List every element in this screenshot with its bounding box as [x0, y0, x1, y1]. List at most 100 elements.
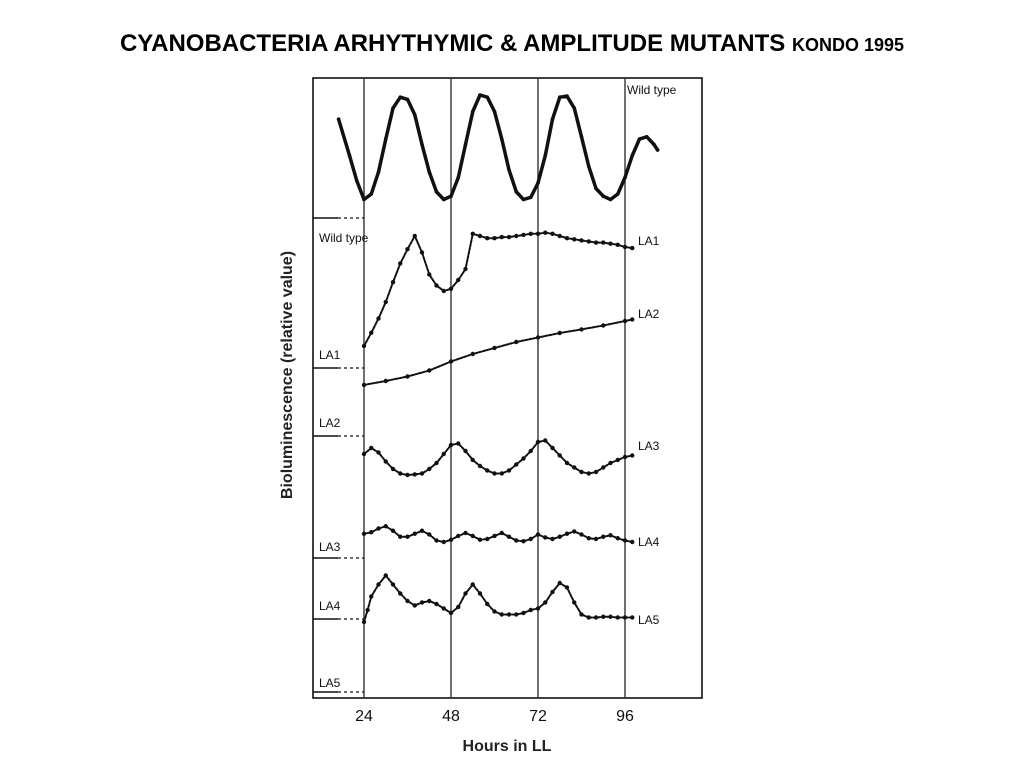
data-point — [492, 471, 497, 476]
data-point — [420, 142, 424, 147]
data-point — [347, 153, 352, 158]
data-point — [579, 238, 584, 243]
data-point — [441, 539, 446, 545]
data-point — [550, 445, 555, 451]
data-point — [630, 153, 635, 158]
data-point — [485, 468, 490, 473]
data-point — [470, 457, 475, 463]
data-point — [514, 538, 519, 543]
series-label-la3: LA3 — [638, 439, 660, 453]
data-point — [521, 232, 526, 238]
data-point — [579, 532, 584, 537]
data-point — [593, 615, 599, 620]
data-point — [528, 448, 533, 454]
data-point — [499, 612, 504, 617]
data-point — [499, 137, 504, 141]
data-point — [361, 619, 367, 625]
data-point — [354, 179, 359, 183]
series-label-la5: LA5 — [638, 613, 660, 627]
data-point — [478, 93, 482, 97]
data-point — [470, 231, 475, 236]
data-point — [543, 535, 548, 540]
data-point — [376, 526, 381, 531]
data-point — [485, 236, 490, 241]
x-tick-label: 48 — [442, 708, 460, 725]
data-point — [506, 612, 512, 617]
data-point — [405, 598, 410, 604]
data-point — [586, 615, 591, 620]
data-point — [499, 471, 504, 476]
data-point — [376, 450, 381, 455]
data-point — [398, 471, 403, 476]
data-point — [601, 323, 606, 328]
data-point — [564, 585, 570, 590]
data-point — [477, 463, 483, 469]
data-point — [507, 168, 511, 172]
y-axis-label: Bioluminescence (relative value) — [279, 251, 296, 499]
data-point — [608, 241, 613, 246]
data-point — [463, 591, 468, 596]
baseline-label-1: LA1 — [319, 348, 341, 362]
data-point — [434, 283, 439, 288]
data-point — [383, 137, 388, 141]
data-point — [361, 382, 367, 388]
series-line-la3 — [363, 439, 634, 476]
data-point — [543, 438, 548, 443]
data-point — [564, 236, 570, 241]
data-point — [470, 109, 475, 114]
data-point — [448, 286, 454, 291]
data-point — [543, 600, 548, 605]
data-point — [365, 607, 370, 613]
data-point — [398, 261, 403, 266]
data-point — [521, 539, 526, 544]
data-point — [586, 471, 591, 476]
data-point — [427, 532, 432, 537]
data-point — [463, 266, 468, 272]
data-point — [369, 445, 374, 451]
data-point — [564, 531, 570, 536]
data-point — [608, 460, 613, 466]
data-point — [506, 468, 512, 473]
data-point — [405, 97, 410, 102]
x-tick-label: 96 — [616, 708, 634, 725]
data-point — [463, 448, 468, 454]
data-point — [434, 601, 439, 607]
data-point — [376, 582, 381, 587]
series-line-la5 — [363, 574, 634, 623]
data-point — [441, 288, 446, 294]
data-point — [601, 465, 606, 470]
x-tick-labels: 24 48 72 96 — [355, 708, 634, 725]
data-point — [398, 534, 403, 539]
data-point — [514, 462, 519, 467]
data-point — [456, 604, 461, 610]
data-point — [535, 231, 541, 236]
data-point — [608, 197, 613, 202]
baseline-label-0: Wild type — [319, 231, 369, 245]
data-point — [572, 600, 577, 605]
data-point — [630, 245, 635, 251]
data-point — [543, 153, 548, 158]
data-point — [557, 233, 562, 239]
data-point — [405, 534, 410, 539]
data-point — [390, 528, 396, 533]
data-point — [615, 242, 620, 247]
data-point — [572, 465, 577, 470]
data-point — [601, 194, 606, 198]
data-point — [601, 240, 606, 245]
data-point — [376, 170, 381, 174]
data-point — [593, 469, 599, 475]
data-point — [630, 615, 635, 620]
data-point — [434, 460, 439, 466]
data-point — [572, 106, 577, 110]
data-point — [441, 451, 446, 457]
data-point — [398, 95, 403, 99]
data-point — [557, 580, 562, 586]
data-point — [427, 368, 432, 373]
data-point — [419, 528, 425, 533]
data-point — [652, 142, 656, 147]
data-point — [405, 472, 410, 478]
data-point — [383, 524, 388, 529]
data-point — [536, 181, 540, 185]
data-point — [506, 234, 512, 240]
